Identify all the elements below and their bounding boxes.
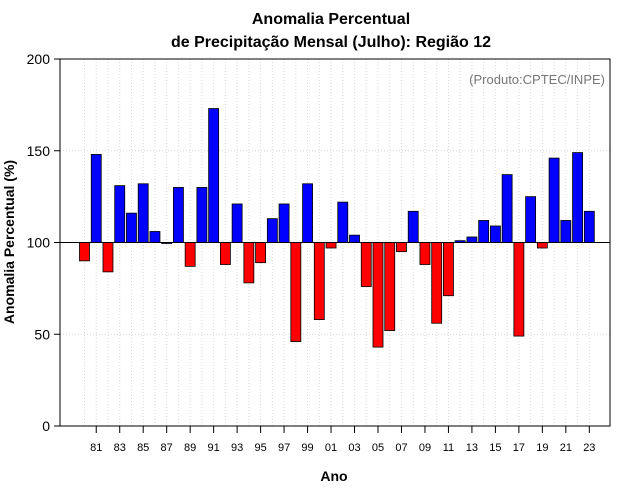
bar-20 xyxy=(548,157,560,243)
credit-label: (Produto:CPTEC/INPE) xyxy=(469,72,605,87)
bar-83 xyxy=(114,185,126,243)
bar-09 xyxy=(419,242,431,265)
y-axis-label: Anomalia Percentual (%) xyxy=(1,160,17,324)
bar-19 xyxy=(536,242,548,249)
x-axis-ticks: 81 83 85 87 89 91 93 95 97 99 01 03 05 07 09 11 13 15 17 19… xyxy=(90,426,595,454)
bar-89 xyxy=(184,242,196,267)
bar-86 xyxy=(149,231,161,243)
x-tick-label: 01 xyxy=(325,442,337,454)
bar-93 xyxy=(231,203,243,243)
x-tick-label: 83 xyxy=(114,442,126,454)
x-tick-label: 97 xyxy=(278,442,290,454)
bar-85 xyxy=(137,183,149,243)
bar-92 xyxy=(219,242,231,265)
x-axis-label: Ano xyxy=(320,468,347,484)
bar-23 xyxy=(583,210,595,243)
bar-82 xyxy=(102,242,114,273)
bar-07 xyxy=(396,242,407,253)
x-tick-label: 91 xyxy=(208,442,220,454)
chart-title-line1: Anomalia Percentual xyxy=(252,11,410,28)
x-tick-label: 11 xyxy=(443,442,454,454)
x-tick-label: 81 xyxy=(90,442,102,454)
bar-00 xyxy=(313,242,325,320)
bar-81 xyxy=(90,154,102,243)
y-tick-label: 50 xyxy=(34,326,50,342)
bars xyxy=(79,108,595,348)
bar-03 xyxy=(349,234,360,243)
bar-14 xyxy=(478,220,490,243)
x-tick-label: 21 xyxy=(560,442,572,454)
x-tick-label: 03 xyxy=(348,442,360,454)
bar-16 xyxy=(501,174,513,243)
bar-84 xyxy=(126,212,137,243)
bar-08 xyxy=(407,210,419,243)
bar-90 xyxy=(196,187,208,243)
x-tick-label: 95 xyxy=(254,442,266,454)
x-tick-label: 05 xyxy=(372,442,384,454)
bar-88 xyxy=(173,187,184,243)
bar-11 xyxy=(443,242,454,297)
bar-04 xyxy=(360,242,372,287)
bar-18 xyxy=(525,196,537,243)
x-tick-label: 09 xyxy=(419,442,431,454)
bar-06 xyxy=(384,242,396,331)
x-tick-label: 87 xyxy=(161,442,173,454)
bar-13 xyxy=(466,236,478,243)
x-tick-label: 19 xyxy=(536,442,548,454)
x-tick-label: 23 xyxy=(583,442,595,454)
x-tick-label: 85 xyxy=(137,442,149,454)
y-tick-label: 100 xyxy=(27,235,51,251)
bar-02 xyxy=(337,201,349,243)
x-tick-label: 93 xyxy=(231,442,243,454)
bar-17 xyxy=(513,242,525,337)
bar-97 xyxy=(278,203,290,243)
bar-99 xyxy=(302,183,313,243)
bar-95 xyxy=(255,242,267,264)
bar-80 xyxy=(79,242,90,262)
x-tick-label: 15 xyxy=(489,442,501,454)
bar-21 xyxy=(560,220,572,243)
y-tick-label: 150 xyxy=(27,143,51,159)
bar-01 xyxy=(325,242,337,249)
x-tick-label: 99 xyxy=(301,442,313,454)
bar-22 xyxy=(572,152,583,243)
y-axis-ticks: 0 50 100 150 200 xyxy=(27,51,60,434)
bar-05 xyxy=(372,242,384,348)
bar-91 xyxy=(208,108,220,243)
chart-title-line2: de Precipitação Mensal (Julho): Região 1… xyxy=(171,34,491,51)
bar-96 xyxy=(266,218,278,243)
x-tick-label: 17 xyxy=(513,442,525,454)
x-tick-label: 13 xyxy=(466,442,478,454)
y-tick-label: 200 xyxy=(27,51,51,67)
bar-15 xyxy=(489,225,501,243)
x-tick-label: 07 xyxy=(395,442,407,454)
bar-10 xyxy=(431,242,443,324)
x-tick-label: 89 xyxy=(184,442,196,454)
bar-94 xyxy=(243,242,255,284)
bar-98 xyxy=(290,242,302,342)
y-tick-label: 0 xyxy=(42,418,50,434)
